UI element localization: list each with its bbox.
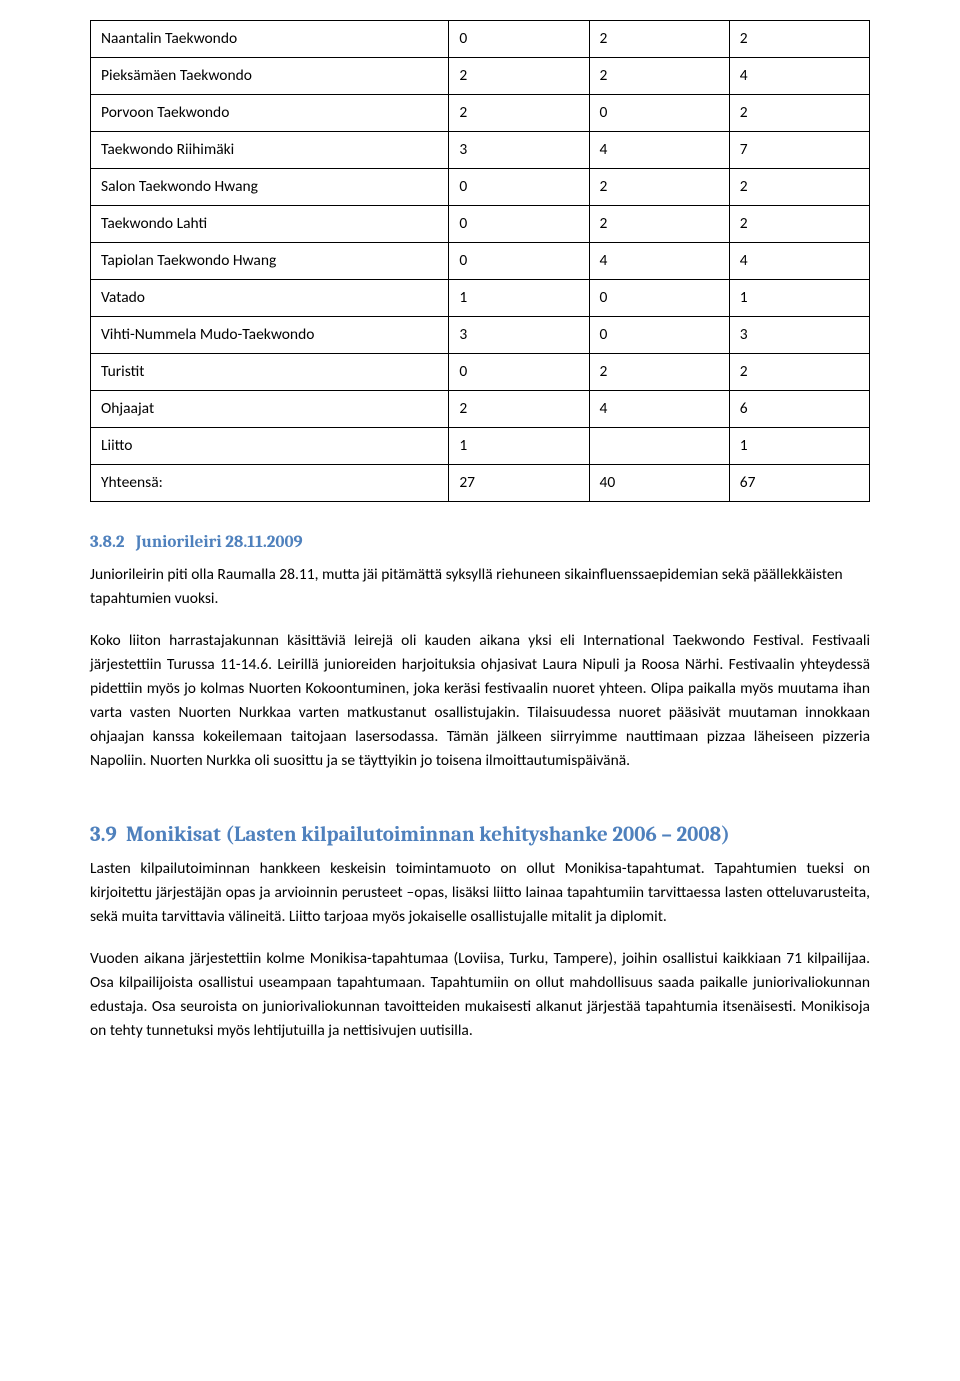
table-cell: 0 [449, 21, 589, 58]
table-row: Porvoon Taekwondo202 [91, 95, 870, 132]
paragraph-382-1: Juniorileirin piti olla Raumalla 28.11, … [90, 563, 870, 611]
table-row: Liitto11 [91, 428, 870, 465]
table-row: Naantalin Taekwondo022 [91, 21, 870, 58]
table-row: Ohjaajat246 [91, 391, 870, 428]
table-cell: 2 [589, 354, 729, 391]
heading-number: 3.8.2 [90, 533, 125, 552]
table-cell: Vatado [91, 280, 449, 317]
table-cell: 0 [449, 206, 589, 243]
table-cell: 2 [449, 95, 589, 132]
table-cell: 4 [729, 243, 869, 280]
table-cell [589, 428, 729, 465]
table-cell: Tapiolan Taekwondo Hwang [91, 243, 449, 280]
table-cell: 67 [729, 465, 869, 502]
table-cell: 1 [729, 280, 869, 317]
table-cell: 2 [729, 206, 869, 243]
table-cell: 1 [729, 428, 869, 465]
paragraph-39-1: Lasten kilpailutoiminnan hankkeen keskei… [90, 857, 870, 929]
table-cell: Ohjaajat [91, 391, 449, 428]
table-cell: 27 [449, 465, 589, 502]
table-cell: 1 [449, 280, 589, 317]
table-cell: 2 [449, 58, 589, 95]
table-cell: Vihti-Nummela Mudo-Taekwondo [91, 317, 449, 354]
table-cell: 4 [589, 391, 729, 428]
table-cell: 4 [589, 243, 729, 280]
table-cell: Yhteensä: [91, 465, 449, 502]
participants-table: Naantalin Taekwondo022Pieksämäen Taekwon… [90, 20, 870, 502]
table-cell: 3 [729, 317, 869, 354]
subsection-heading-382: 3.8.2 Juniorileiri 28.11.2009 [90, 530, 870, 556]
table-cell: 0 [589, 95, 729, 132]
table-cell: 0 [449, 243, 589, 280]
table-cell: 40 [589, 465, 729, 502]
table-cell: 0 [589, 280, 729, 317]
table-row: Salon Taekwondo Hwang022 [91, 169, 870, 206]
table-cell: 2 [729, 95, 869, 132]
table-cell: Turistit [91, 354, 449, 391]
table-cell: Taekwondo Riihimäki [91, 132, 449, 169]
table-cell: 2 [729, 169, 869, 206]
table-cell: 2 [449, 391, 589, 428]
table-cell: Naantalin Taekwondo [91, 21, 449, 58]
table-cell: 2 [589, 206, 729, 243]
table-cell: 2 [589, 169, 729, 206]
table-cell: 7 [729, 132, 869, 169]
table-cell: 0 [449, 169, 589, 206]
table-cell: Pieksämäen Taekwondo [91, 58, 449, 95]
table-cell: 2 [729, 21, 869, 58]
table-row: Taekwondo Riihimäki347 [91, 132, 870, 169]
heading-title: Juniorileiri 28.11.2009 [136, 533, 303, 552]
table-cell: 1 [449, 428, 589, 465]
table-cell: 6 [729, 391, 869, 428]
table-cell: Porvoon Taekwondo [91, 95, 449, 132]
table-cell: 4 [589, 132, 729, 169]
table-cell: 2 [589, 21, 729, 58]
table-cell: 3 [449, 132, 589, 169]
table-cell: Salon Taekwondo Hwang [91, 169, 449, 206]
table-row: Taekwondo Lahti022 [91, 206, 870, 243]
section-heading-39: 3.9 Monikisat (Lasten kilpailutoiminnan … [90, 819, 870, 852]
table-row: Turistit022 [91, 354, 870, 391]
heading-title: Monikisat (Lasten kilpailutoiminnan kehi… [126, 823, 730, 847]
table-cell: 2 [589, 58, 729, 95]
table-row: Pieksämäen Taekwondo224 [91, 58, 870, 95]
table-row: Vihti-Nummela Mudo-Taekwondo303 [91, 317, 870, 354]
heading-number: 3.9 [90, 823, 117, 847]
table-cell: 0 [449, 354, 589, 391]
table-row: Yhteensä:274067 [91, 465, 870, 502]
table-cell: 2 [729, 354, 869, 391]
table-cell: 3 [449, 317, 589, 354]
table-cell: Liitto [91, 428, 449, 465]
paragraph-39-2: Vuoden aikana järjestettiin kolme Moniki… [90, 947, 870, 1043]
table-row: Tapiolan Taekwondo Hwang044 [91, 243, 870, 280]
table-cell: 0 [589, 317, 729, 354]
table-cell: Taekwondo Lahti [91, 206, 449, 243]
table-cell: 4 [729, 58, 869, 95]
paragraph-382-2: Koko liiton harrastajakunnan käsittäviä … [90, 629, 870, 773]
table-row: Vatado101 [91, 280, 870, 317]
